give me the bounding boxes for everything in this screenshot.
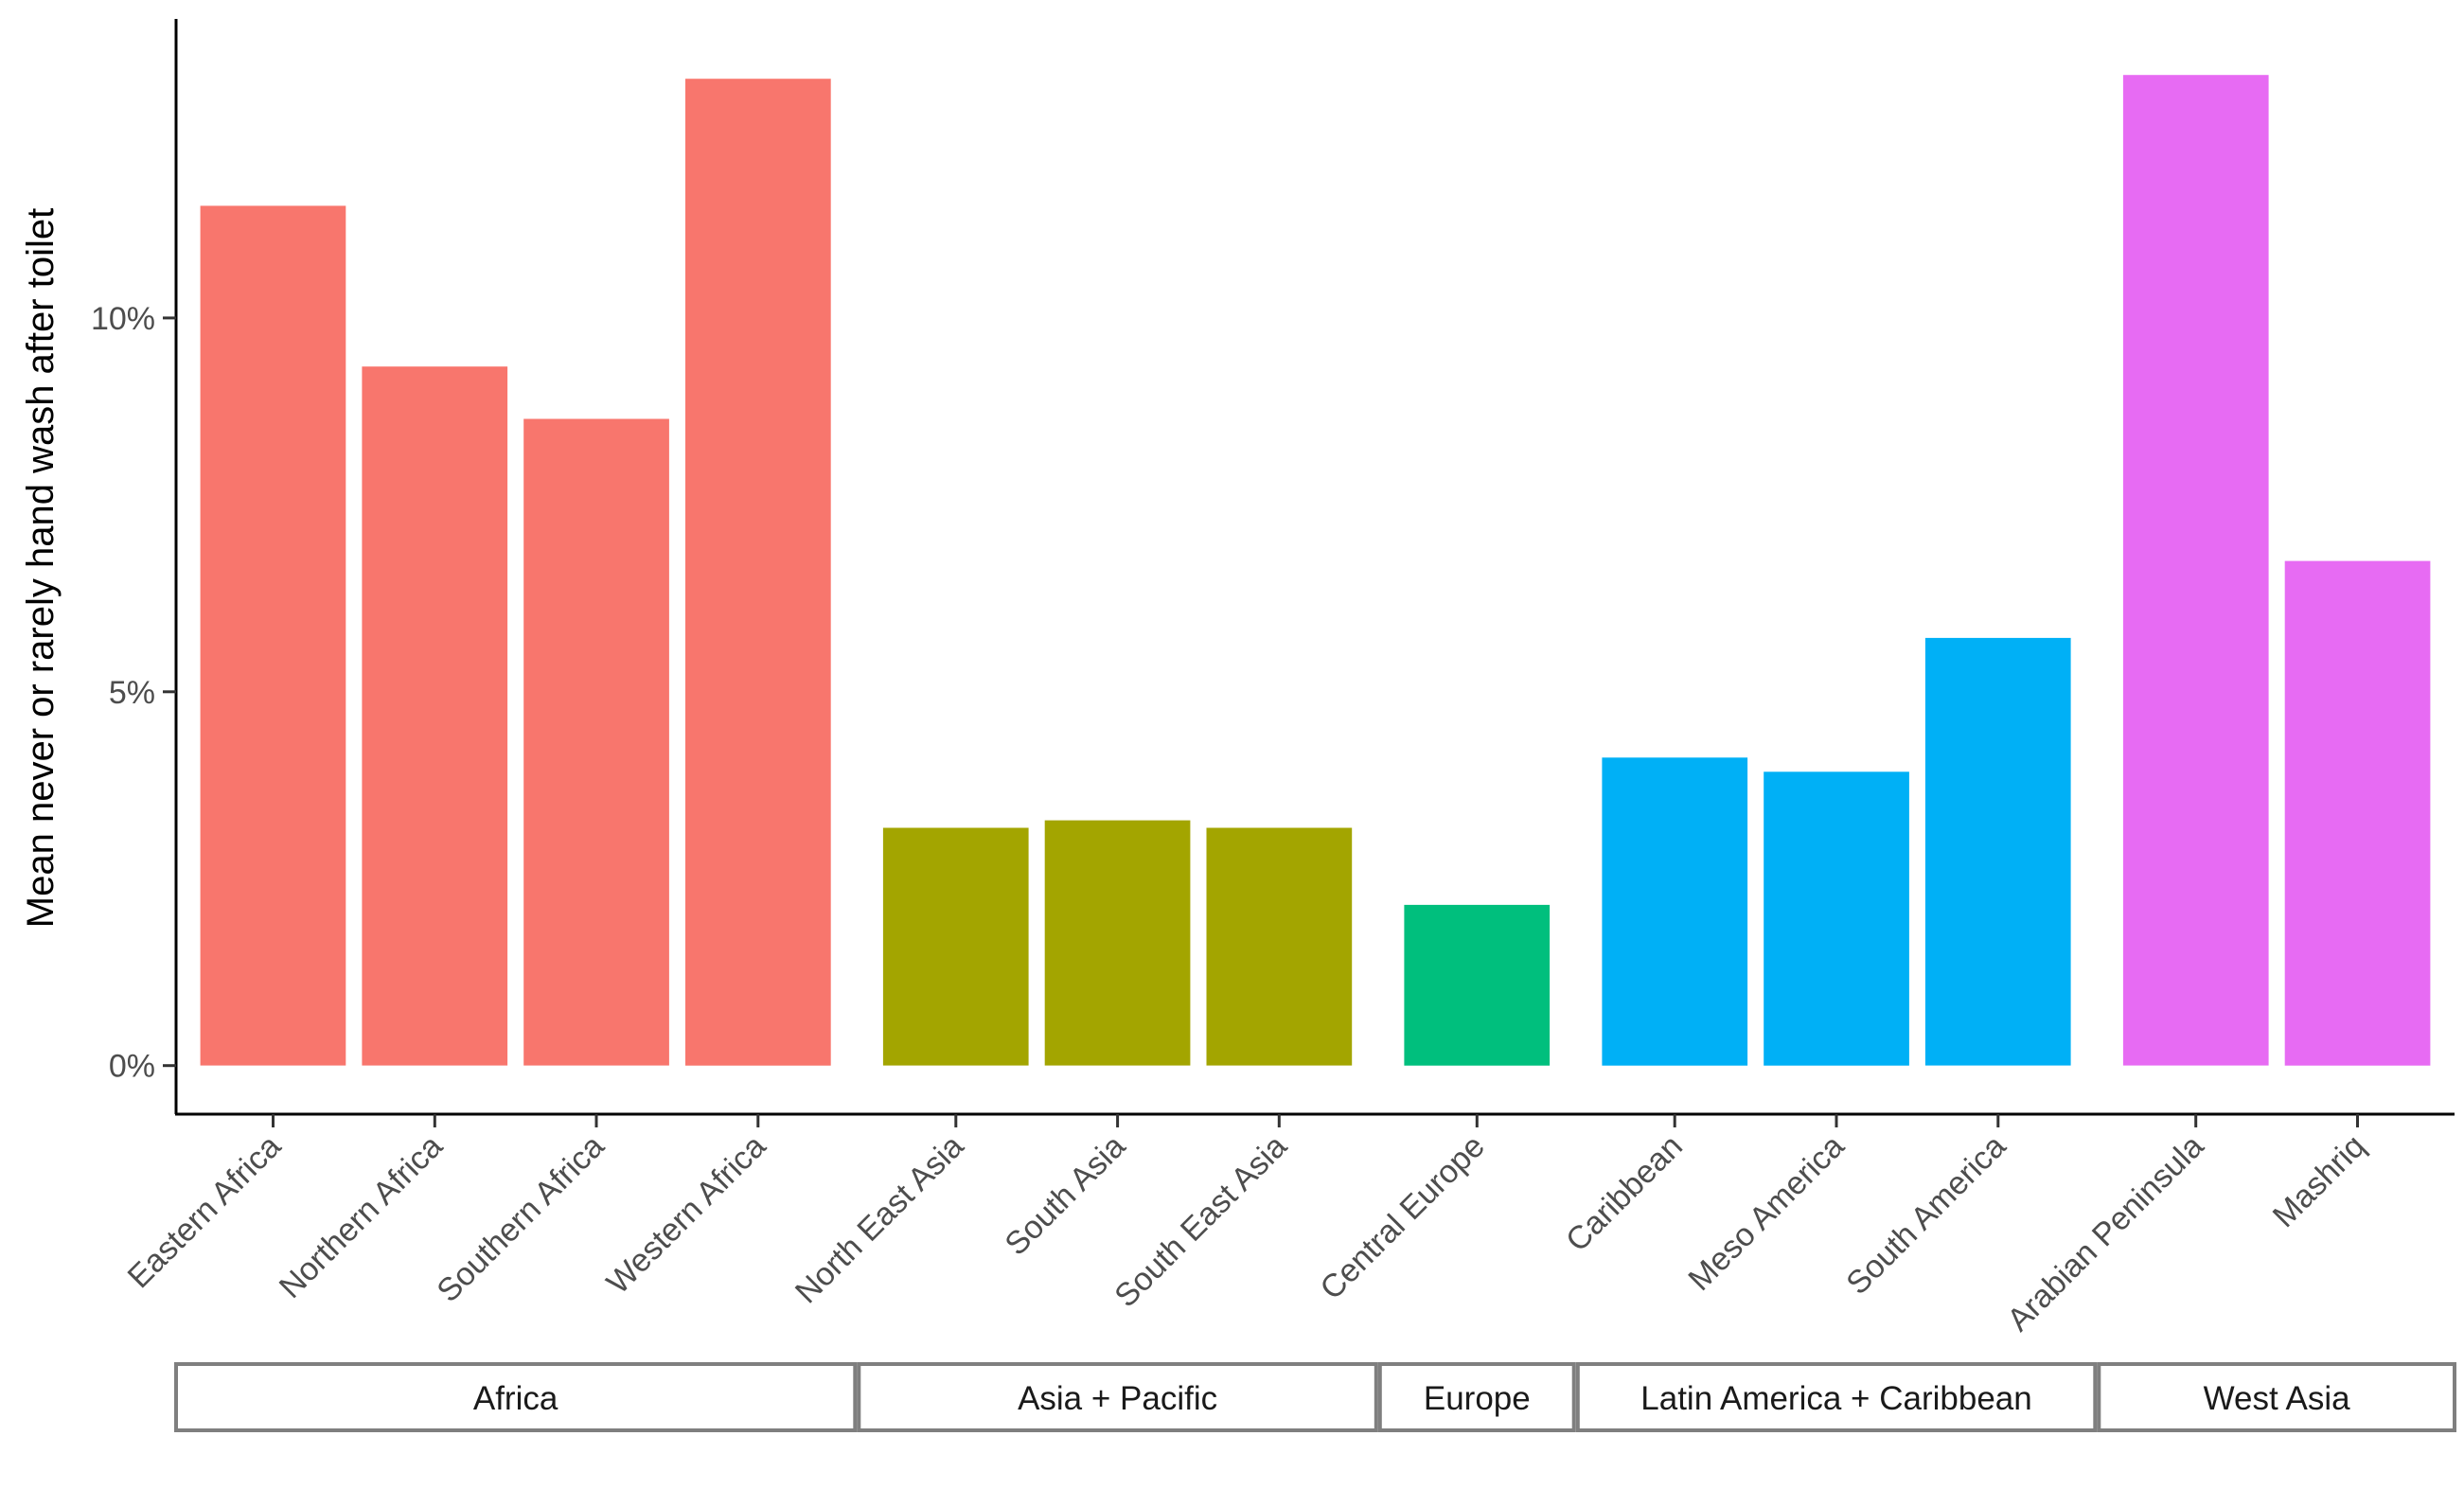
x-tick-label: South East Asia [1108,1128,1294,1315]
y-tick-label: 0% [109,1049,155,1085]
x-tick-label: Mashriq [2266,1128,2372,1234]
x-tick-label: Southern Africa [430,1128,611,1309]
bar-meso-america [1764,771,1909,1066]
bar-south-asia [1044,820,1191,1066]
bars [200,75,2431,1066]
x-tick-label: Arabian Peninsula [2000,1128,2210,1339]
bar-southern-africa [523,418,669,1066]
facet-strip-box [1377,1362,1576,1432]
facet-strip-box [174,1362,858,1432]
bar-northern-africa [362,366,508,1066]
facet-strip-box [1575,1362,2098,1432]
bar-eastern-africa [200,205,346,1066]
facet-strip-label: Europe [1424,1380,1531,1417]
bar-south-america [1924,637,2071,1066]
bar-caribbean [1602,757,1748,1066]
x-tick-label: North East Asia [789,1128,971,1311]
facet-strip-label: West Asia [2204,1380,2351,1417]
y-tick-label: 5% [109,675,155,711]
facet-strips: Africa Asia + Pacific Europe Latin America … [174,1362,2457,1432]
facet-strip-label: Africa [473,1380,558,1417]
facet-strip-box [857,1362,1378,1432]
bar-south-east-asia [1206,827,1353,1066]
x-tick-label: Western Africa [600,1128,773,1302]
bar-central-europe [1404,904,1551,1066]
facet-strip-label: Latin America + Caribbean [1640,1380,2031,1417]
bar-arabian-peninsula [2122,75,2269,1066]
x-tick-label: South America [1839,1128,2012,1302]
bar-mashriq [2284,560,2431,1066]
bar-western-africa [685,79,831,1066]
x-tick-label: Central Europe [1313,1128,1492,1307]
x-tick-label: South Asia [998,1128,1132,1263]
x-tick-label: Northern Africa [273,1128,450,1305]
x-tick-label: Eastern Africa [121,1128,289,1296]
y-tick-label: 10% [91,301,155,337]
facet-strip-label: Asia + Pacific [1018,1380,1217,1417]
x-tick-label: Meso America [1681,1128,1851,1298]
facet-strip-box [2097,1362,2457,1432]
x-tick-label: Caribbean [1559,1128,1690,1259]
bar-north-east-asia [882,827,1029,1066]
y-axis-label: Mean never or rarely hand wash after toi… [20,208,62,928]
y-ticks: 0% 5% 10% [91,301,176,1085]
axes [174,19,2455,1116]
